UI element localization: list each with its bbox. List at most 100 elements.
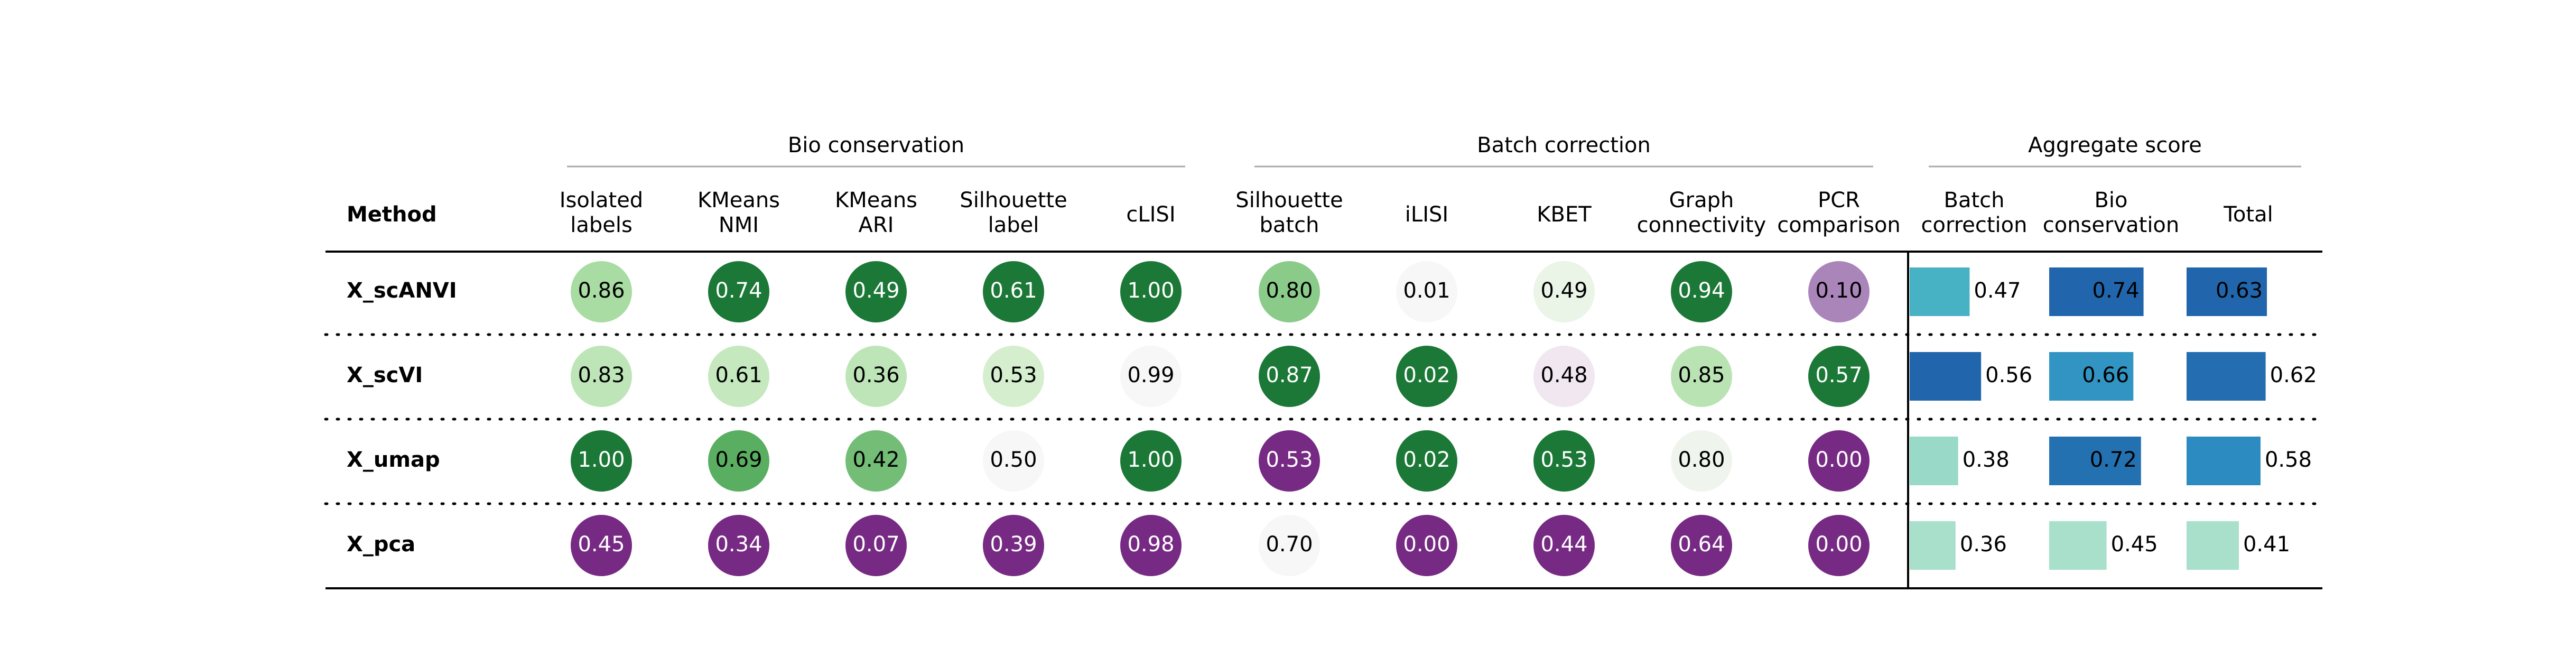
column-header: Isolated labels (560, 188, 643, 237)
score-bar (2187, 267, 2267, 316)
score-circle (1120, 261, 1182, 322)
column-header: KMeans NMI (698, 188, 780, 237)
score-circle (571, 430, 632, 492)
score-circle (845, 261, 907, 322)
score-circle (1808, 261, 1870, 322)
score-label: 0.00 (1403, 532, 1450, 557)
score-circle (1671, 346, 1732, 407)
score-bar (1910, 352, 1982, 401)
method-label: X_scANVI (347, 279, 457, 303)
score-circle (1259, 346, 1320, 407)
score-label: 1.00 (1127, 279, 1174, 303)
score-circle (845, 515, 907, 576)
score-label: 0.69 (715, 448, 762, 472)
score-label: 0.87 (1266, 363, 1313, 387)
table-lines (324, 251, 2324, 589)
score-label: 0.49 (852, 279, 899, 303)
score-circle (1396, 346, 1457, 407)
score-circle (1671, 515, 1732, 576)
score-label: 0.74 (715, 279, 762, 303)
score-circle (1259, 430, 1320, 492)
score-bar (2187, 521, 2239, 570)
column-header: Graph connectivity (1637, 188, 1766, 237)
score-circle (1671, 430, 1732, 492)
score-label: 0.61 (715, 363, 762, 387)
score-label: 0.39 (990, 532, 1037, 557)
score-label: 0.02 (1403, 448, 1450, 472)
table-row: X_scANVI 0.86 0.74 0.49 0.61 1.00 0.80 0.01 0.49… (347, 261, 2267, 322)
score-label: 0.36 (852, 363, 899, 387)
score-label: 0.83 (578, 363, 625, 387)
score-label: 0.61 (990, 279, 1037, 303)
score-bar-label: 0.38 (1963, 448, 2010, 472)
score-circle (571, 261, 632, 322)
score-label: 0.01 (1403, 279, 1450, 303)
score-circle (845, 430, 907, 492)
score-circle (1808, 430, 1870, 492)
score-circle (1120, 346, 1182, 407)
group-title: Bio conservation (788, 133, 964, 158)
method-label: X_umap (347, 448, 440, 472)
score-label: 0.07 (852, 532, 899, 557)
score-circle (708, 261, 769, 322)
score-label: 0.53 (1266, 448, 1313, 472)
score-bar-label: 0.47 (1974, 279, 2021, 303)
table-row: X_umap 1.00 0.69 0.42 0.50 1.00 0.53 0.02 0.53 0.… (347, 430, 2312, 492)
score-circle (1120, 515, 1182, 576)
score-bar-label: 0.74 (2093, 279, 2140, 303)
score-bar-label: 0.63 (2216, 279, 2263, 303)
score-bar-label: 0.45 (2111, 532, 2158, 557)
score-bar (2049, 521, 2107, 570)
score-circle (571, 515, 632, 576)
score-circle (1259, 515, 1320, 576)
score-label: 0.98 (1127, 532, 1174, 557)
score-bar (2187, 352, 2266, 401)
table-row: X_pca 0.45 0.34 0.07 0.39 0.98 0.70 0.00 0.44 0.6… (347, 515, 2290, 576)
score-label: 0.94 (1678, 279, 1725, 303)
score-circle (1259, 261, 1320, 322)
score-bar (1910, 521, 1956, 570)
score-label: 0.00 (1815, 532, 1862, 557)
method-column-header: Method (347, 202, 437, 227)
score-bar (2049, 437, 2141, 485)
group-title: Batch correction (1477, 133, 1651, 158)
score-label: 0.44 (1540, 532, 1587, 557)
score-label: 0.02 (1403, 363, 1450, 387)
score-circle (1396, 430, 1457, 492)
table-headers: Method Bio conservation Batch correction A… (347, 133, 2301, 237)
method-label: X_pca (347, 532, 415, 557)
score-circle (708, 515, 769, 576)
score-bar (1910, 437, 1958, 485)
score-circle (1533, 515, 1595, 576)
score-bar-label: 0.56 (1985, 363, 2032, 387)
score-label: 0.42 (852, 448, 899, 472)
score-label: 0.85 (1678, 363, 1725, 387)
column-header: Batch correction (1921, 188, 2028, 237)
score-bar-label: 0.41 (2243, 532, 2290, 557)
column-header: KMeans ARI (835, 188, 917, 237)
score-circle (571, 346, 632, 407)
score-circle (1533, 430, 1595, 492)
column-header: Total (2223, 202, 2273, 227)
method-label: X_scVI (347, 363, 423, 387)
score-label: 0.80 (1266, 279, 1313, 303)
score-circle (1808, 515, 1870, 576)
column-header: PCR comparison (1777, 188, 1901, 237)
score-label: 0.53 (1540, 448, 1587, 472)
score-label: 0.50 (990, 448, 1037, 472)
score-bar-label: 0.36 (1960, 532, 2007, 557)
score-label: 0.80 (1678, 448, 1725, 472)
score-label: 0.00 (1815, 448, 1862, 472)
score-label: 1.00 (578, 448, 625, 472)
score-label: 0.70 (1266, 532, 1313, 557)
score-circle (983, 346, 1044, 407)
score-label: 1.00 (1127, 448, 1174, 472)
score-bar (2049, 352, 2134, 401)
score-bar (1910, 267, 1970, 316)
score-circle (1533, 261, 1595, 322)
score-circle (1533, 346, 1595, 407)
score-label: 0.53 (990, 363, 1037, 387)
score-label: 0.48 (1540, 363, 1587, 387)
group-title: Aggregate score (2028, 133, 2202, 158)
